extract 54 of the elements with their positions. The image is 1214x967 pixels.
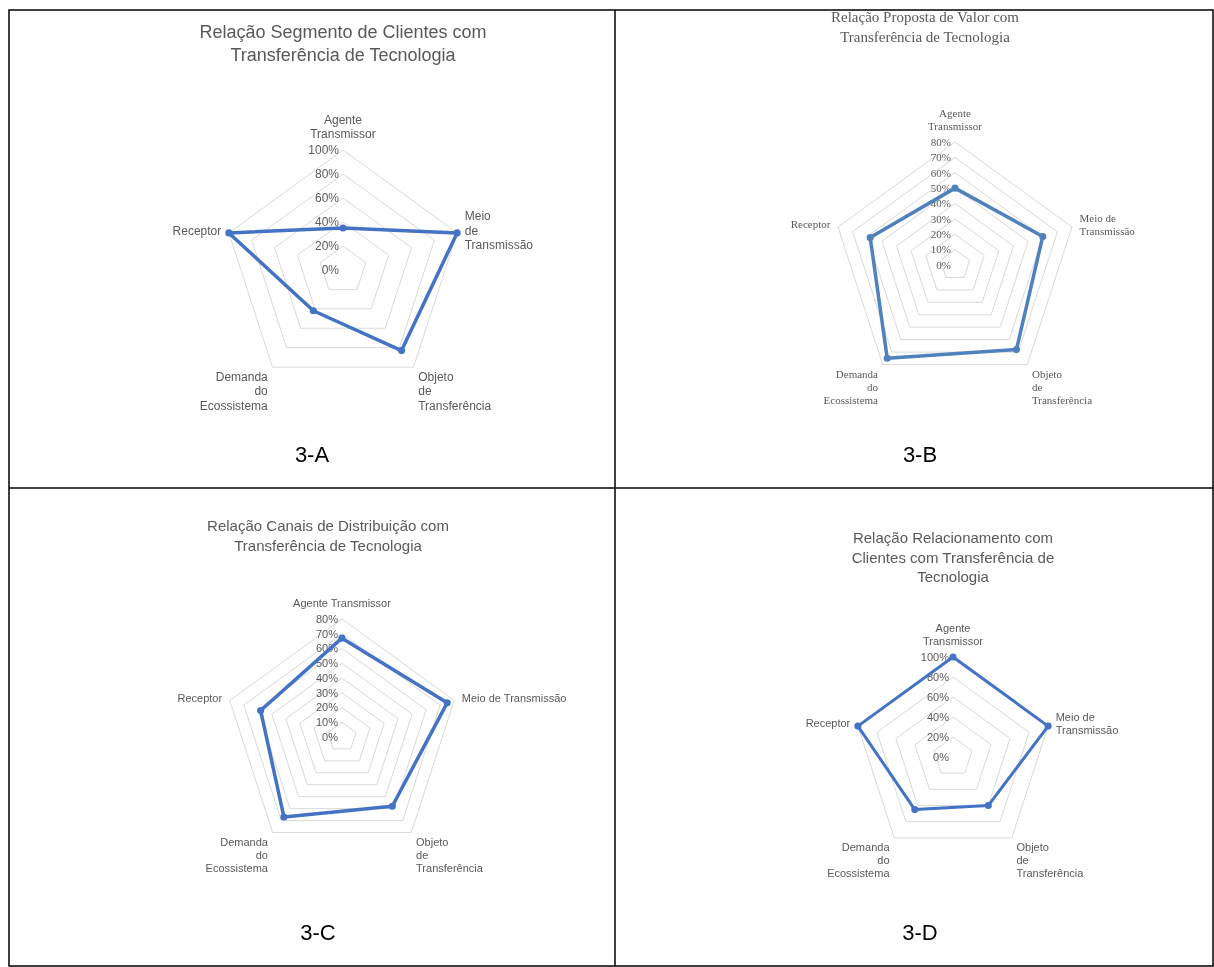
y-tick-label: 60% (930, 166, 951, 179)
spoke-label: Objeto de Transferência (1032, 367, 1093, 406)
spoke-label: Objeto de Transferência (416, 835, 484, 874)
y-tick-label: 20% (926, 730, 950, 743)
spoke-label: Demanda do Ecossistema (827, 840, 891, 880)
y-tick-label: 70% (930, 151, 951, 164)
y-tick-label: 80% (315, 612, 339, 625)
y-tick-label: 10% (315, 716, 339, 729)
y-tick-label: 80% (930, 135, 951, 148)
y-tick-label: 0% (321, 263, 340, 278)
spoke-label: Demanda do Ecossistema (823, 367, 879, 406)
spoke-label: Agente Transmissor (928, 106, 983, 132)
y-tick-label: 0% (933, 750, 950, 763)
y-tick-label: 20% (314, 239, 340, 254)
y-tick-label: 30% (315, 686, 339, 699)
spoke-label: Agente Transmissor (293, 597, 392, 609)
y-tick-label: 20% (930, 228, 951, 241)
text: 3-D (902, 920, 938, 945)
spoke-label: Receptor (177, 691, 223, 704)
spoke-label: Demanda do Ecossistema (199, 369, 269, 413)
spoke-label: Agente Transmissor (922, 621, 984, 647)
y-tick-label: 60% (926, 690, 950, 703)
text: 3-A (294, 442, 330, 467)
y-tick-label: 100% (920, 650, 950, 663)
y-tick-label: 0% (322, 730, 339, 743)
y-tick-label: 40% (926, 710, 950, 723)
text: 3-B (902, 442, 938, 467)
spoke-label: Agente Transmissor (310, 112, 376, 141)
y-tick-label: 40% (314, 215, 340, 230)
spoke-label: Receptor (172, 223, 222, 238)
spoke-label: Meio de Transmissão (1079, 211, 1136, 237)
y-tick-label: 30% (930, 212, 951, 225)
chart-title: Relação Segmento de Clientes com Transferência de Tecnologia (199, 22, 487, 66)
chart-title: Relação Canais de Distribuição com Transferência de Tecnologia (207, 517, 449, 554)
y-tick-label: 70% (315, 627, 339, 640)
spoke-label: Objeto de Transferência (1016, 840, 1085, 880)
y-tick-label: 20% (315, 701, 339, 714)
spoke-label: Receptor (790, 218, 831, 231)
y-tick-label: 50% (930, 181, 951, 194)
spoke-label: Meio de Transmissão (464, 209, 534, 253)
spoke-label: Meio de Transmissão (461, 691, 567, 704)
chart-title: Relação Proposta de Valor com Transferência de Tecnologia (830, 9, 1020, 45)
chart-title: Relação Relacionamento com Clientes com Transferência de Tecnologia (851, 529, 1055, 585)
y-tick-label: 100% (308, 143, 340, 158)
spoke-label: Meio de Transmissão (1055, 710, 1119, 737)
text: 3-C (300, 920, 336, 945)
y-tick-label: 60% (314, 191, 340, 206)
spoke-label: Objeto de Transferência (418, 369, 492, 413)
spoke-label: Receptor (805, 717, 851, 730)
y-tick-label: 10% (930, 243, 951, 256)
y-tick-label: 80% (314, 167, 340, 182)
y-tick-label: 0% (936, 258, 951, 271)
spoke-label: Demanda do Ecossistema (205, 835, 269, 874)
y-tick-label: 40% (315, 671, 339, 684)
